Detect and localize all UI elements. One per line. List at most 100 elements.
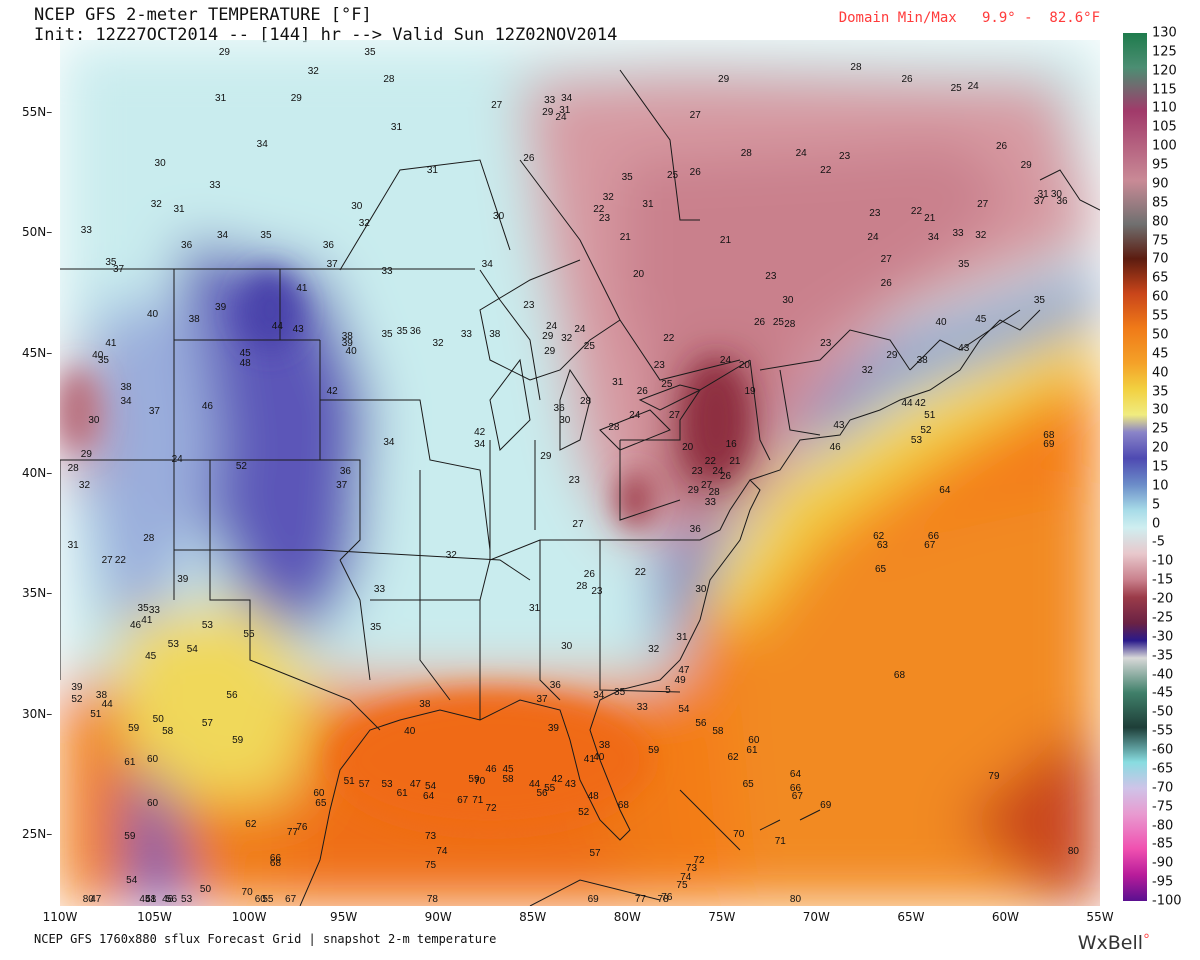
temp-label: 20 [632, 268, 645, 280]
temp-label: 31 [528, 602, 541, 614]
temp-label: 40 [404, 725, 416, 737]
temp-label: 21 [729, 456, 741, 468]
temperature-colorbar [1123, 33, 1147, 901]
temp-label: 74 [436, 845, 448, 857]
colorbar-tick: -55 [1152, 723, 1174, 739]
temp-label: 41 [105, 338, 117, 350]
temp-label: 32 [975, 230, 987, 242]
temp-label: 61 [396, 788, 408, 800]
colorbar-tick: 110 [1152, 100, 1177, 116]
temp-label: 33 [460, 328, 472, 340]
geo-boundaries [60, 69, 1100, 906]
temp-label: 26 [880, 278, 892, 290]
temp-label: 30 [695, 583, 707, 595]
temp-label: 25 [661, 379, 673, 391]
temp-label: 36 [322, 239, 334, 251]
colorbar-tick: -15 [1152, 572, 1174, 588]
temp-label: 55 [262, 894, 274, 905]
temp-label: 37 [1033, 196, 1045, 208]
temp-label: 50 [199, 884, 212, 896]
colorbar-tick: 60 [1152, 289, 1169, 305]
colorbar-tick: 130 [1152, 25, 1177, 41]
temp-label: 27 [701, 480, 713, 492]
brand-name: WxBell [1077, 932, 1143, 954]
temp-label: 23 [568, 475, 580, 487]
temp-label: 34 [216, 230, 229, 242]
temp-label: 32 [432, 338, 444, 350]
temp-label: 80 [82, 894, 94, 905]
temp-label: 36 [689, 523, 701, 535]
temp-label: 68 [617, 800, 629, 812]
temp-label: 45 [145, 651, 157, 662]
colorbar-tick: 55 [1152, 308, 1169, 324]
temp-label: 46 [162, 894, 174, 905]
temp-label: 28 [784, 319, 796, 331]
domain-minmax-label: Domain Min/Max 9.9° - 82.6°F [838, 10, 1100, 26]
colorbar-tick: -65 [1152, 761, 1174, 777]
longitude-tick: 90W [424, 910, 452, 924]
colorbar-tick: -40 [1152, 667, 1174, 683]
temp-label: 71 [472, 795, 484, 807]
colorbar-tick: 90 [1152, 176, 1169, 192]
temp-label: 53 [910, 434, 923, 446]
temp-label: 58 [162, 725, 174, 737]
temp-label: 56 [536, 788, 548, 800]
temp-label: 46 [201, 400, 213, 412]
temp-label: 31 [1037, 189, 1049, 201]
temp-label: 22 [820, 165, 832, 177]
temp-label: 38 [598, 740, 611, 752]
temp-label: 44 [528, 778, 541, 790]
temp-label: 37 [148, 405, 160, 417]
temp-label: 16 [725, 439, 737, 451]
temp-label: 23 [839, 150, 851, 162]
temp-label: 32 [648, 643, 660, 655]
temp-label: 38 [341, 331, 353, 343]
longitude-tick: 100W [231, 910, 267, 924]
temp-label: 57 [589, 848, 601, 860]
temp-label: 47 [678, 665, 690, 677]
latitude-tick: 35N– [22, 586, 53, 601]
temp-label: 20 [738, 359, 750, 371]
temp-label: 60 [146, 797, 159, 809]
colorbar-tick: -60 [1152, 742, 1174, 758]
temp-label: 33 [952, 227, 964, 239]
temp-label: 39 [547, 723, 559, 735]
temp-label: 35 [364, 47, 376, 59]
temp-label: 76 [661, 891, 673, 903]
temp-label: 23 [765, 270, 777, 282]
temp-label: 52 [920, 424, 932, 436]
colorbar-tick: 70 [1152, 251, 1169, 267]
temp-label: 68 [269, 857, 282, 869]
colorbar-tick: 95 [1152, 157, 1169, 173]
temp-label: 27 [977, 198, 989, 210]
temp-label: 68 [1043, 429, 1055, 441]
temp-label: 35 [381, 328, 393, 340]
temp-label: 26 [996, 141, 1008, 153]
temp-label: 53 [167, 638, 179, 650]
temp-label: 22 [114, 554, 126, 566]
longitude-tick: 80W [613, 910, 641, 924]
temp-label: 29 [886, 350, 898, 362]
colorbar-tick: -10 [1152, 553, 1174, 569]
temp-label: 24 [712, 465, 724, 477]
temp-label: 48 [145, 894, 157, 905]
temp-label: 24 [574, 323, 586, 335]
temp-label: 34 [561, 92, 573, 104]
temp-label: 67 [457, 795, 469, 807]
temp-label: 42 [474, 427, 486, 439]
colorbar-tick: 75 [1152, 233, 1169, 249]
temp-label: 30 [559, 415, 571, 427]
temp-label: 28 [608, 422, 620, 434]
colorbar-tick: 65 [1152, 270, 1169, 286]
temp-label: 77 [286, 826, 299, 838]
temp-label: 54 [186, 643, 198, 655]
temp-label: 25 [666, 169, 679, 181]
temp-label: 41 [296, 282, 308, 294]
temp-label: 23 [869, 208, 881, 220]
temp-label: 32 [602, 191, 614, 203]
temp-label: 25 [772, 316, 784, 328]
temp-label: 26 [719, 470, 732, 482]
temp-label: 55 [243, 629, 255, 641]
temp-label: 29 [687, 485, 699, 497]
temp-label: 22 [634, 566, 646, 578]
